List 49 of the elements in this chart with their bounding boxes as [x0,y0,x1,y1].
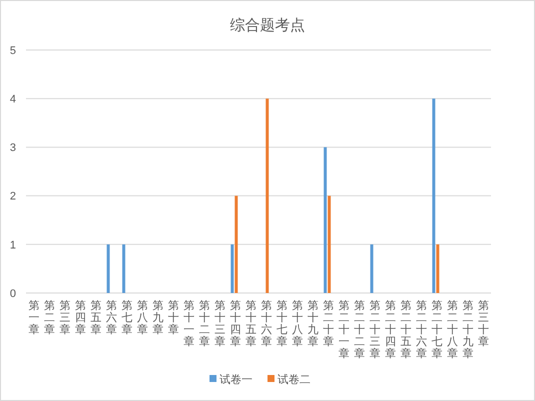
x-tick-label: 第六章 [106,300,117,336]
bar [122,244,126,293]
x-tick-label: 第二十五章 [400,300,412,360]
x-tick-label: 第二十八章 [446,300,458,360]
x-tick-label: 第十五章 [245,300,256,348]
bar [266,98,269,293]
x-tick-label: 第二十三章 [369,300,380,360]
x-tick-label: 第十二章 [198,300,210,348]
y-tick-label: 1 [10,239,16,252]
x-tick-label: 第九章 [152,300,164,336]
x-tick-label: 第七章 [121,300,132,336]
x-tick-label: 第二十七章 [431,300,442,360]
bar [436,244,440,293]
x-tick-label: 第五章 [90,300,102,336]
bar [370,244,374,293]
x-tick-label: 第二十六章 [416,300,427,360]
legend-label: 试卷一 [220,372,252,386]
y-tick-label: 3 [10,142,16,154]
bar [230,244,234,293]
y-tick-label: 2 [10,190,16,203]
x-tick-label: 第一章 [28,300,40,336]
x-tick-label: 第十六章 [260,300,272,348]
x-tick-label: 第十七章 [276,300,288,348]
x-tick-label: 第四章 [74,300,86,336]
y-tick-label: 0 [10,288,16,300]
bar [324,147,327,293]
x-tick-label: 第十八章 [292,300,303,348]
bar [106,244,110,293]
x-tick-label: 第二十四章 [384,300,396,360]
y-tick-label: 4 [10,93,16,106]
bar [432,98,436,293]
x-tick-label: 第十三章 [214,300,226,348]
x-tick-label: 第十九章 [307,300,318,348]
x-tick-label: 第八章 [136,300,148,336]
legend-label: 试卷二 [278,372,310,386]
x-tick-label: 第十章 [168,300,179,336]
x-tick-label: 第二十章 [322,300,334,348]
x-tick-label: 第三十章 [478,300,489,348]
bar [234,196,238,293]
chart-title: 综合题考点 [230,17,305,34]
x-tick-label: 第十四章 [230,300,241,348]
x-tick-label: 第三章 [59,300,70,336]
x-tick-label: 第二十一章 [338,300,350,360]
x-tick-label: 第二章 [44,300,55,336]
x-tick-label: 第十一章 [183,300,194,348]
y-tick-label: 5 [10,44,16,57]
x-tick-label: 第二十九章 [462,300,474,360]
bar [328,196,331,293]
x-tick-label: 第二十二章 [354,300,365,360]
